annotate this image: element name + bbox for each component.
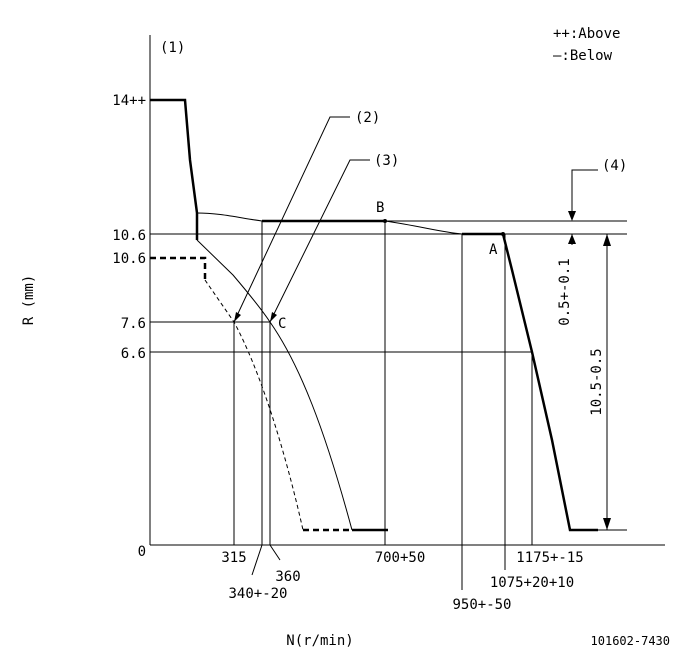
drawing-code: 101602-7430 [591, 634, 670, 648]
point-label: B [376, 200, 384, 216]
x-label: 950+-50 [452, 597, 511, 613]
point-label: C [278, 316, 286, 332]
y-title: R (mm) [21, 275, 37, 326]
dimension-label: 10.5-0.5 [589, 348, 605, 415]
y-label: 10.6 [112, 251, 146, 267]
y-label: 6.6 [121, 346, 146, 362]
leaders [233, 116, 611, 530]
x-label: 1175+-15 [516, 550, 583, 566]
dimension-label: 0.5+-0.1 [557, 258, 573, 325]
callout: (2) [355, 110, 380, 126]
point-label: A [489, 242, 498, 258]
y-label: 0 [138, 544, 146, 560]
figure-number: (1) [160, 40, 185, 56]
x-label: 700+50 [375, 550, 426, 566]
axes [149, 35, 665, 546]
x-label: 1075+20+10 [490, 575, 574, 591]
x-label: 360 [275, 569, 300, 585]
y-label: 14++ [112, 93, 146, 109]
y-label: 10.6 [112, 228, 146, 244]
legend-above: ++:Above [553, 26, 620, 42]
y-label: 7.6 [121, 316, 146, 332]
legend-below: —:Below [553, 48, 613, 64]
x-label: 340+-20 [228, 586, 287, 602]
x-title: N(r/min) [286, 633, 353, 649]
callout: (3) [374, 153, 399, 169]
reference-lines [150, 220, 627, 590]
x-label: 315 [221, 550, 246, 566]
callout: (4) [602, 158, 627, 174]
